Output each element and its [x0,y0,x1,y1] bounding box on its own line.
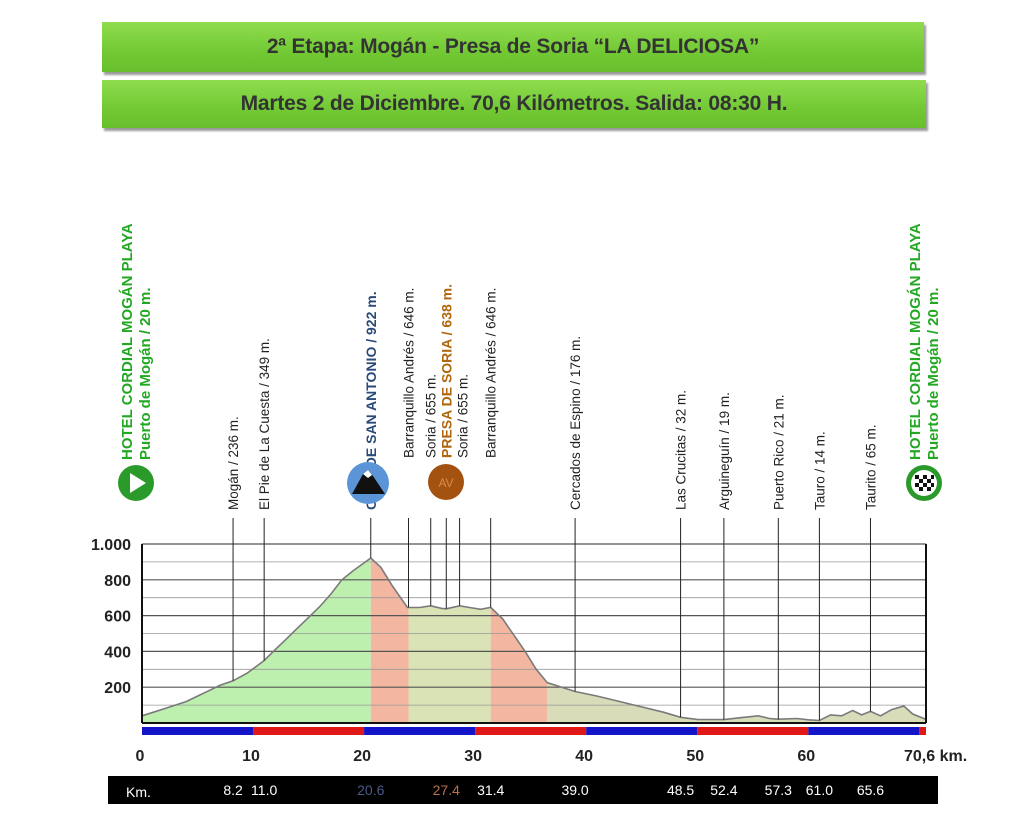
km-value: 11.0 [251,782,277,798]
waypoint-label: Cercados de Espino / 176 m. [568,336,583,510]
distance-stripe [808,727,920,735]
km-value: 39.0 [561,782,588,798]
y-tick-label: 600 [104,609,131,626]
stage-info: Martes 2 de Diciembre. 70,6 Kilómetros. … [240,92,788,115]
profile-band [370,558,409,723]
stage-title-banner: 2ª Etapa: Mogán - Presa de Soria “LA DEL… [102,22,924,72]
distance-stripe [919,727,926,735]
waypoint-label: El Pie de La Cuesta / 349 m. [257,338,272,510]
waypoint-label: PRESA DE SORIA / 638 m. [439,284,455,458]
km-value: 27.4 [433,782,460,798]
x-tick-label: 60 [797,748,815,765]
y-tick-label: 800 [104,573,131,590]
sprint-icon-label: AV [438,476,453,490]
waypoint-label: CRUZ DE SAN ANTONIO / 922 m. [363,291,379,510]
y-tick-label: 200 [104,680,131,697]
start-hotel-label: HOTEL CORDIAL MOGÁN PLAYA [119,223,136,460]
distance-stripe [142,727,254,735]
profile-band [408,605,491,723]
km-table-label: Km. [126,784,151,800]
mountain-icon [347,462,389,504]
km-value: 57.3 [765,782,792,798]
stage-info-banner: Martes 2 de Diciembre. 70,6 Kilómetros. … [102,80,926,128]
profile-band [142,558,371,723]
distance-stripe [253,727,365,735]
finish-place-label: Puerto de Mogán / 20 m. [925,287,942,460]
waypoint-label: Arguineguín / 19 m. [717,392,732,510]
distance-stripe [586,727,698,735]
waypoint-label: Barranquillo Andrés / 646 m. [484,288,499,458]
km-value: 61.0 [806,782,833,798]
start-icon [118,465,154,501]
km-table-bar [108,776,938,804]
y-tick-label: 1.000 [91,537,131,554]
km-value: 48.5 [667,782,694,798]
distance-stripe [697,727,809,735]
y-tick-label: 400 [104,644,131,661]
x-tick-label: 50 [686,748,704,765]
km-value: 52.4 [710,782,737,798]
waypoint-label: Taurito / 65 m. [864,424,879,510]
waypoint-label: Tauro / 14 m. [812,431,827,510]
play-icon [130,473,146,493]
waypoint-label: Puerto Rico / 21 m. [771,394,786,510]
distance-stripe [364,727,476,735]
x-tick-label: 40 [575,748,593,765]
finish-icon [906,465,942,501]
waypoint-label: Las Crucitas / 32 m. [674,390,689,510]
waypoint-label: Soria / 655 m. [456,374,471,458]
start-place-label: Puerto de Mogán / 20 m. [137,287,154,460]
x-tick-label: 20 [353,748,371,765]
waypoint-label: Soria / 655 m. [424,374,439,458]
distance-stripe [475,727,587,735]
finish-hotel-label: HOTEL CORDIAL MOGÁN PLAYA [907,223,924,460]
km-value: 31.4 [477,782,504,798]
km-value: 65.6 [857,782,884,798]
x-tick-label: 70,6 km. [904,748,967,765]
km-value: 8.2 [223,782,243,798]
waypoint-label: Barranquillo Andrés / 646 m. [402,288,417,458]
profile-band [490,607,548,723]
x-tick-label: 0 [136,748,145,765]
sprint-icon: AV [428,464,464,500]
x-tick-label: 10 [242,748,260,765]
waypoint-label: Mogán / 236 m. [226,416,241,510]
profile-band [547,682,926,723]
km-value: 20.6 [357,782,384,798]
checkered-flag-icon [915,475,934,491]
stage-title: 2ª Etapa: Mogán - Presa de Soria “LA DEL… [266,35,760,58]
x-tick-label: 30 [464,748,482,765]
